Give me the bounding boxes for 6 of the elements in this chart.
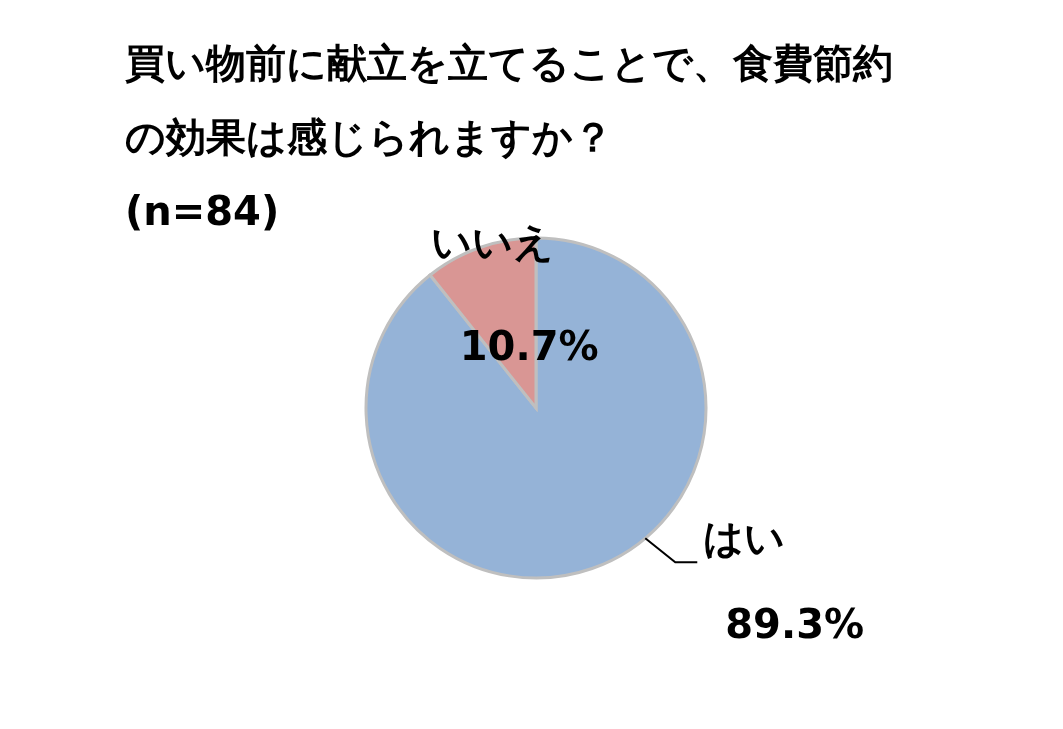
data-label: 10.7%	[459, 322, 599, 369]
slice-label: いいえ	[431, 218, 555, 265]
chart-title: 買い物前に献立を立てることで、食費節約の効果は感じられますか？	[125, 39, 894, 162]
chart-subtitle: (n=84)	[125, 188, 280, 234]
slice-label: はい	[703, 515, 786, 562]
data-label: 89.3%	[725, 601, 865, 648]
